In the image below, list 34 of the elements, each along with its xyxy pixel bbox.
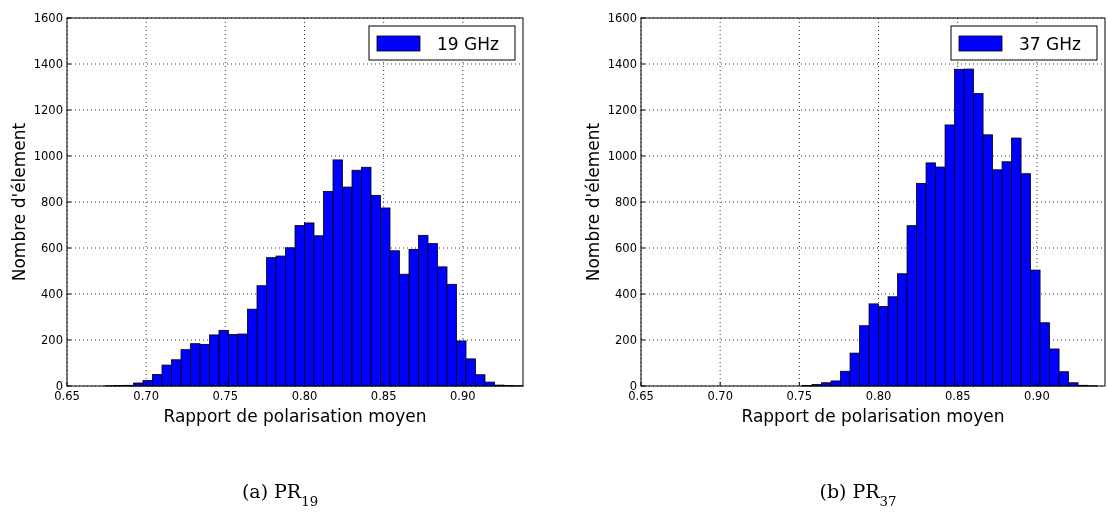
y-tick-label: 1600	[33, 11, 63, 25]
x-tick-label: 0.85	[944, 389, 971, 403]
y-tick-label: 1600	[607, 11, 637, 25]
y-axis-title: Nombre d'élement	[583, 122, 603, 282]
y-axis-title: Nombre d'élement	[9, 122, 29, 282]
legend-label: 19 GHz	[437, 34, 499, 54]
y-tick-label: 1200	[33, 103, 63, 117]
y-tick-label: 600	[615, 241, 637, 255]
y-tick-label: 800	[615, 195, 637, 209]
legend-label: 37 GHz	[1019, 34, 1081, 54]
y-tick-label: 1200	[607, 103, 637, 117]
x-tick-label: 0.80	[291, 389, 318, 403]
y-tick-label: 1000	[607, 149, 637, 163]
text: (a) PR$_{19}$	[241, 480, 319, 509]
y-tick-label: 600	[41, 241, 63, 255]
y-tick-label: 200	[615, 333, 637, 347]
x-tick-label: 0.75	[212, 389, 239, 403]
x-axis-title: Rapport de polarisation moyen	[741, 406, 1005, 426]
x-tick-label: 0.90	[1024, 389, 1050, 403]
y-tick-label: 800	[41, 195, 63, 209]
x-tick-label: 0.70	[133, 389, 159, 403]
text: (b) PR$_{37}$	[819, 480, 897, 509]
x-tick-label: 0.90	[450, 389, 476, 403]
y-tick-label: 1400	[33, 57, 63, 71]
x-tick-label: 0.70	[707, 389, 733, 403]
y-tick-label: 1000	[33, 149, 63, 163]
x-tick-label: 0.75	[786, 389, 813, 403]
y-tick-label: 1400	[607, 57, 637, 71]
x-tick-label: 0.85	[370, 389, 397, 403]
y-tick-label: 400	[41, 287, 63, 301]
y-tick-label: 400	[615, 287, 637, 301]
x-axis-title: Rapport de polarisation moyen	[163, 406, 427, 426]
x-tick-label: 0.80	[865, 389, 892, 403]
y-tick-label: 200	[41, 333, 63, 347]
